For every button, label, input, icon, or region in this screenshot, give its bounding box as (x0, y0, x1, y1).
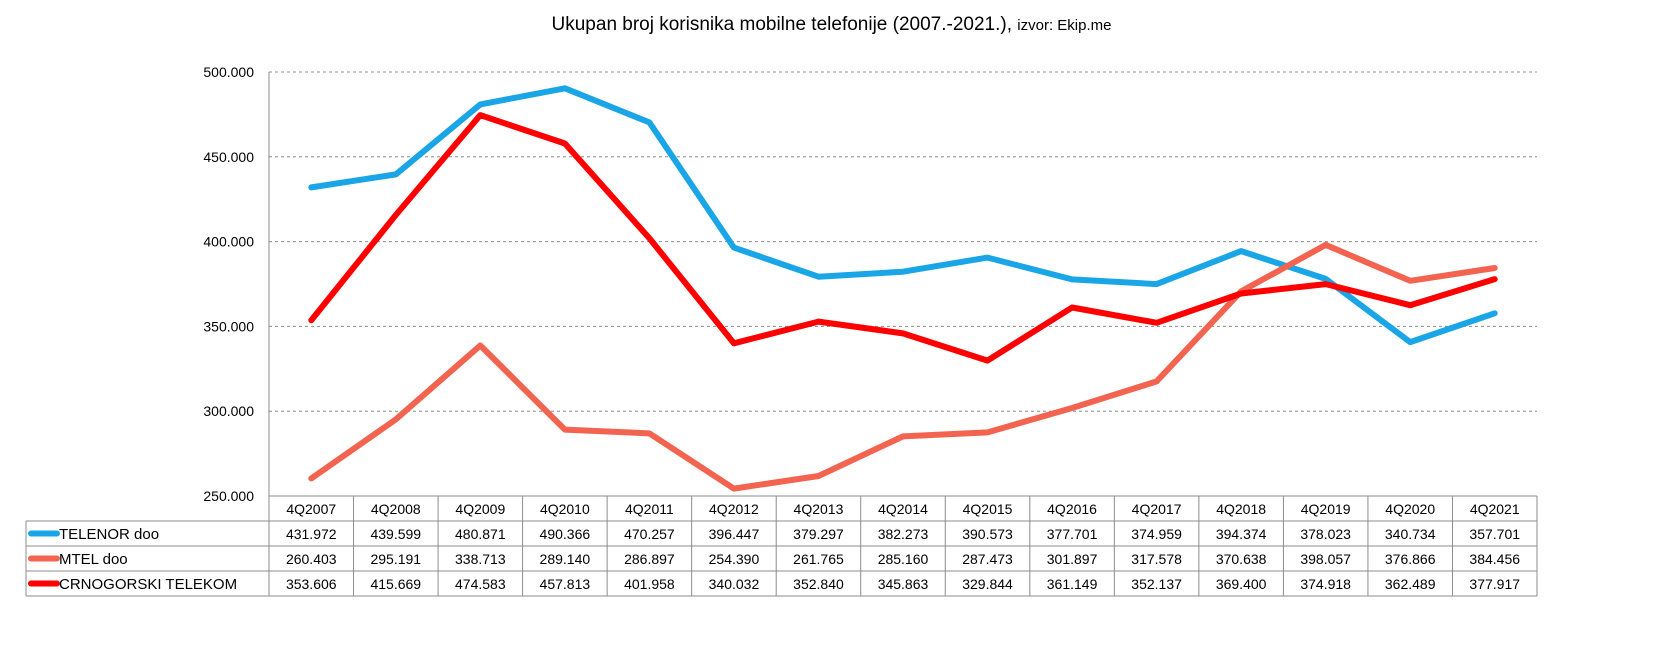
x-category-label: 4Q2015 (963, 501, 1013, 517)
table-cell: 295.191 (370, 551, 421, 567)
table-cell: 396.447 (709, 526, 760, 542)
series-line-1 (308, 85, 1498, 346)
x-category-label: 4Q2021 (1470, 501, 1520, 517)
table-cell: 329.844 (962, 576, 1013, 592)
table-cell: 369.400 (1216, 576, 1267, 592)
x-category-label: 4Q2014 (878, 501, 928, 517)
series-name: MTEL doo (59, 551, 128, 568)
x-category-label: 4Q2013 (794, 501, 844, 517)
table-cell: 415.669 (370, 576, 421, 592)
y-tick-label: 450.000 (203, 149, 254, 165)
table-cell: 317.578 (1131, 551, 1182, 567)
table-cell: 338.713 (455, 551, 506, 567)
table-cell: 474.583 (455, 576, 506, 592)
x-category-label: 4Q2019 (1301, 501, 1351, 517)
table-cell: 439.599 (370, 526, 421, 542)
y-tick-label: 500.000 (203, 64, 254, 80)
x-category-label: 4Q2010 (540, 501, 590, 517)
x-category-label: 4Q2020 (1385, 501, 1435, 517)
table-cell: 352.137 (1131, 576, 1182, 592)
table-cell: 384.456 (1469, 551, 1520, 567)
grid-layer (269, 71, 1537, 412)
chart-title-text: Ukupan broj korisnika mobilne telefonije… (551, 14, 1012, 35)
table-cell: 382.273 (878, 526, 929, 542)
table-cell: 377.917 (1469, 576, 1520, 592)
chart-title: Ukupan broj korisnika mobilne telefonije… (0, 14, 1663, 36)
y-tick-label: 300.000 (203, 403, 254, 419)
y-tick-label: 400.000 (203, 234, 254, 250)
table-cell: 260.403 (286, 551, 337, 567)
y-tick-label: 350.000 (203, 318, 254, 334)
table-cell: 301.897 (1047, 551, 1098, 567)
table-cell: 362.489 (1385, 576, 1436, 592)
table-cell: 261.765 (793, 551, 844, 567)
data-table: 4Q2007 4Q2008 4Q2009 4Q2010 4Q2011 4Q2012 4Q20… (25, 495, 1538, 597)
table-cell: 376.866 (1385, 551, 1436, 567)
table-cell: 457.813 (540, 576, 591, 592)
series-name: TELENOR doo (59, 526, 159, 543)
x-category-label: 4Q2012 (709, 501, 759, 517)
series-line-3 (308, 112, 1498, 364)
table-cell: 390.573 (962, 526, 1013, 542)
table-cell: 357.701 (1469, 526, 1520, 542)
table-cell: 352.840 (793, 576, 844, 592)
chart-source-note: izvor: Ekip.me (1017, 17, 1112, 34)
table-cell: 289.140 (540, 551, 591, 567)
table-cell: 286.897 (624, 551, 675, 567)
table-cell: 401.958 (624, 576, 675, 592)
axis-layer: 250.000 300.000 350.000 400.000 450.000 500.0… (203, 64, 270, 504)
x-category-label: 4Q2016 (1047, 501, 1097, 517)
series-line-2 (308, 241, 1498, 492)
table-cell: 398.057 (1300, 551, 1351, 567)
table-cell: 431.972 (286, 526, 337, 542)
x-category-label: 4Q2011 (625, 501, 674, 517)
x-category-label: 4Q2018 (1216, 501, 1266, 517)
table-cell: 378.023 (1300, 526, 1351, 542)
table-cell: 285.160 (878, 551, 929, 567)
table-cell: 379.297 (793, 526, 844, 542)
y-tick-label: 250.000 (203, 488, 254, 504)
table-cell: 490.366 (540, 526, 591, 542)
x-category-label: 4Q2017 (1132, 501, 1182, 517)
table-cell: 470.257 (624, 526, 675, 542)
series-layer (308, 85, 1498, 492)
table-cell: 370.638 (1216, 551, 1267, 567)
table-cell: 374.918 (1300, 576, 1351, 592)
table-cell: 345.863 (878, 576, 929, 592)
table-cell: 394.374 (1216, 526, 1267, 542)
table-cell: 353.606 (286, 576, 337, 592)
table-cell: 374.959 (1131, 526, 1182, 542)
series-name: CRNOGORSKI TELEKOM (59, 576, 237, 593)
table-cell: 287.473 (962, 551, 1013, 567)
x-category-label: 4Q2007 (286, 501, 336, 517)
x-category-label: 4Q2009 (455, 501, 505, 517)
table-cell: 480.871 (455, 526, 506, 542)
x-category-label: 4Q2008 (371, 501, 421, 517)
table-cell: 377.701 (1047, 526, 1098, 542)
table-cell: 340.032 (709, 576, 760, 592)
table-cell: 254.390 (709, 551, 760, 567)
table-cell: 361.149 (1047, 576, 1098, 592)
table-cell: 340.734 (1385, 526, 1436, 542)
